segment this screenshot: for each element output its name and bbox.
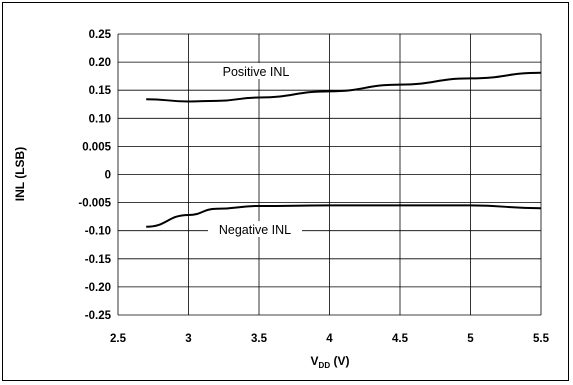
annotation-bg [208,221,302,237]
y-tick-label: 0.005 [82,141,111,153]
annotation-label: Negative INL [219,223,291,237]
x-tick-label: 5 [467,333,474,345]
x-axis-label-main: V [311,354,319,368]
y-tick-label: -0.005 [78,198,111,210]
y-tick-label: 0.15 [89,85,112,97]
y-tick-label: 0.20 [89,57,111,69]
x-tick-label: 5.5 [533,333,550,345]
series-line-1 [146,204,542,228]
x-axis-label-subscript: DD [319,361,331,370]
x-tick-label: 2.5 [110,333,127,345]
y-tick-label: -0.25 [85,310,112,322]
y-tick-label: 0.25 [89,29,112,41]
x-tick-label: 3.5 [251,333,268,345]
y-axis-label: INL (LSB) [13,147,27,201]
x-axis-label-unit: (V) [330,354,349,368]
y-tick-label: 0 [105,170,111,182]
y-tick-label: -0.10 [85,226,111,238]
chart-frame [2,2,569,381]
x-axis-label: VDD (V) [311,354,350,370]
y-tick-label: -0.15 [85,254,112,266]
gridlines [117,33,542,316]
series-line-0 [146,71,542,103]
x-tick-label: 4.5 [392,333,409,345]
y-tick-labels: 0.25 0.20 0.15 0.10 0.005 0 -0.005 -0.10 -0.15 -0… [78,29,111,322]
x-tick-label: 4 [326,333,333,345]
x-tick-label: 3 [185,333,191,345]
annotations: Positive INL Negative INL [208,63,303,237]
series-layer [146,71,542,228]
x-tick-labels: 2.5 3 3.5 4 4.5 5 5.5 [110,333,550,345]
y-tick-label: -0.20 [85,282,111,294]
y-tick-label: 0.10 [89,113,111,125]
annotation-bg [209,63,303,79]
annotation-label: Positive INL [223,65,290,79]
